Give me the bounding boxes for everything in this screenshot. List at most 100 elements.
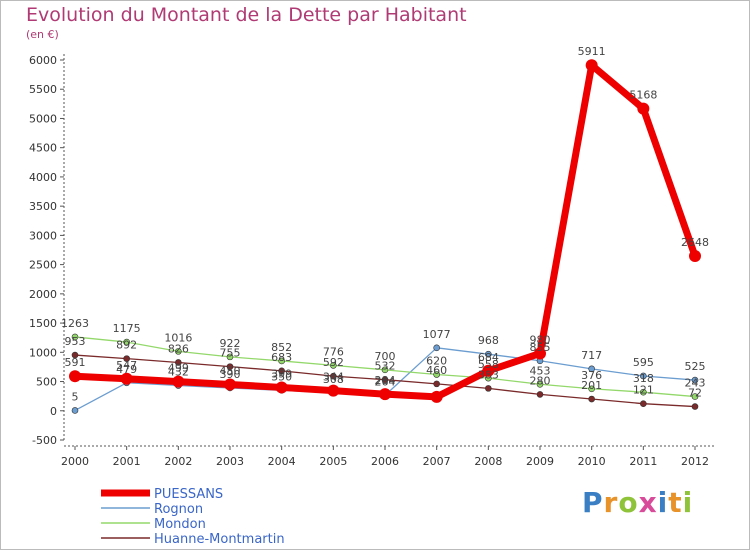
data-point [433, 380, 440, 388]
data-label: 5911 [578, 45, 606, 58]
data-point [640, 388, 647, 396]
data-point [536, 380, 544, 388]
data-label: 591 [65, 356, 86, 369]
chart-title: Evolution du Montant de la Dette par Hab… [26, 4, 467, 26]
data-point [275, 381, 288, 394]
logo-letter: o [618, 486, 639, 519]
y-tick-label: 2500 [29, 259, 57, 272]
data-point [330, 362, 337, 369]
chart-subtitle: (en €) [26, 28, 59, 41]
data-label: 390 [220, 368, 241, 381]
logo-letter: x [638, 486, 658, 519]
data-point [536, 391, 544, 398]
logo-letter: i [682, 486, 694, 519]
data-label: 776 [323, 345, 344, 358]
data-label: 558 [478, 358, 499, 371]
data-label: 453 [530, 364, 551, 377]
data-point [379, 388, 391, 401]
data-label: 620 [426, 355, 447, 368]
x-tick-label: 2012 [681, 455, 709, 468]
y-tick-label: 5500 [29, 83, 57, 96]
data-label: 318 [633, 372, 654, 385]
x-tick-label: 2004 [268, 455, 296, 468]
data-point [330, 372, 337, 380]
data-label: 755 [220, 347, 241, 360]
data-label: 450 [220, 364, 241, 377]
x-tick-label: 2001 [113, 455, 141, 468]
data-point [585, 59, 598, 72]
data-label: 892 [116, 339, 137, 352]
data-point [691, 393, 699, 400]
y-tick-label: 0 [50, 405, 57, 418]
y-tick-label: 3500 [29, 200, 57, 213]
logo-letter: P [582, 486, 604, 519]
y-tick-label: 1500 [29, 317, 57, 330]
data-point [534, 347, 546, 360]
y-tick-label: 4000 [29, 171, 57, 184]
data-point [482, 364, 495, 377]
data-label: 284 [375, 374, 396, 387]
data-point [640, 372, 647, 380]
data-point [381, 366, 389, 374]
y-tick-label: 1000 [29, 346, 57, 359]
data-label: 243 [685, 377, 706, 390]
data-label: 499 [168, 362, 189, 375]
data-point [381, 376, 389, 383]
data-point [71, 407, 79, 414]
data-point [278, 357, 285, 365]
data-label: 460 [426, 364, 447, 377]
data-point [69, 370, 81, 383]
data-label: 700 [375, 350, 396, 363]
data-label: 2648 [681, 236, 709, 249]
data-point [689, 249, 701, 262]
data-label: 5 [72, 390, 79, 403]
data-label: 201 [581, 379, 602, 392]
data-label: 532 [375, 360, 396, 373]
data-label: 595 [633, 356, 654, 369]
x-tick-label: 2010 [578, 455, 606, 468]
x-tick-label: 2009 [526, 455, 554, 468]
data-label: 1077 [423, 328, 451, 341]
data-label: 525 [685, 360, 706, 373]
y-tick-label: 500 [36, 376, 57, 389]
data-label: 1263 [61, 317, 89, 330]
data-label: 547 [116, 359, 137, 372]
data-point [123, 338, 130, 346]
data-point [224, 378, 236, 391]
x-tick-label: 2006 [371, 455, 399, 468]
data-label: 280 [530, 374, 551, 387]
data-point [120, 372, 133, 385]
data-label: 344 [323, 371, 344, 384]
data-label: 717 [581, 349, 602, 362]
data-point [433, 371, 440, 378]
legend-label: Rognon [154, 502, 203, 517]
data-point [175, 359, 182, 366]
y-tick-label: 2000 [29, 288, 57, 301]
data-label: 922 [220, 337, 241, 350]
data-point [691, 376, 699, 384]
legend-label: PUESSANS [154, 487, 223, 502]
data-point [71, 333, 79, 341]
x-tick-label: 2002 [164, 455, 192, 468]
data-point [640, 400, 647, 407]
data-label: 376 [581, 369, 602, 382]
data-label: 383 [478, 368, 499, 381]
data-label: 953 [65, 335, 86, 348]
y-tick-label: 5000 [29, 112, 57, 125]
y-tick-label: 6000 [29, 54, 57, 67]
data-point [485, 350, 492, 358]
x-tick-label: 2000 [61, 455, 89, 468]
data-label: 1175 [113, 322, 141, 335]
data-label: 121 [633, 384, 654, 397]
x-tick-label: 2011 [629, 455, 657, 468]
data-label: 968 [478, 334, 499, 347]
data-point [430, 390, 443, 403]
y-tick-label: -500 [32, 434, 57, 447]
data-point [175, 348, 182, 355]
y-tick-label: 4500 [29, 142, 57, 155]
data-label: 855 [530, 341, 551, 354]
data-label: 72 [688, 387, 702, 400]
data-label: 826 [168, 342, 189, 355]
data-point [588, 395, 595, 403]
